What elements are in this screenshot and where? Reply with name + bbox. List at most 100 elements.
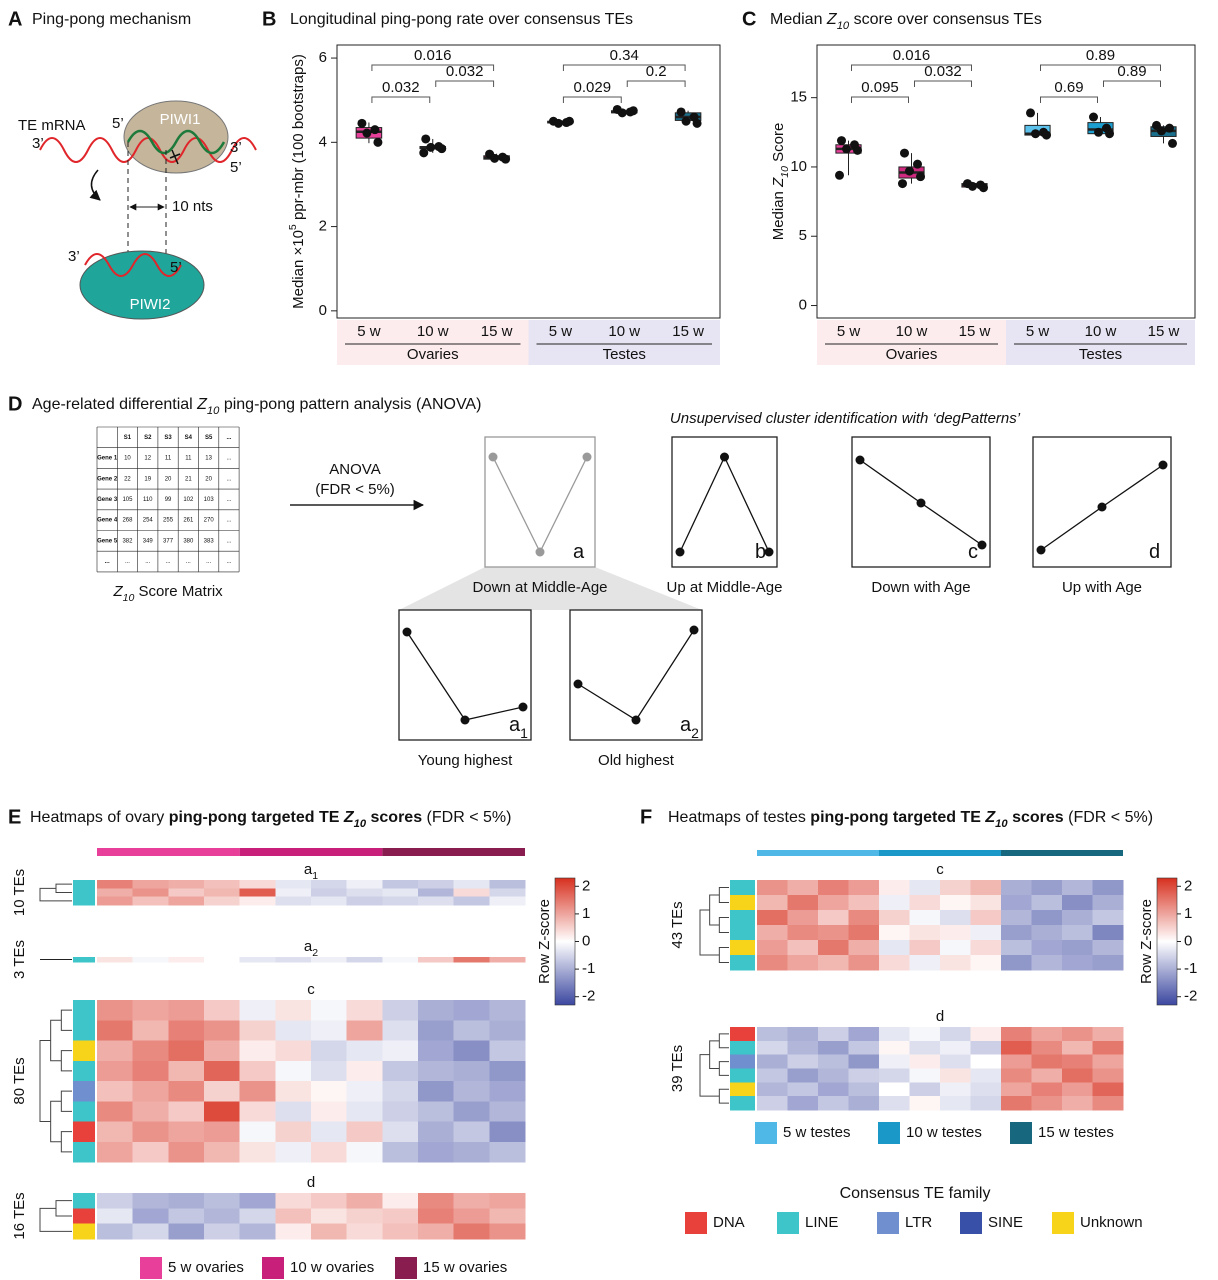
legend-label: 15 w testes [1038,1124,1114,1141]
table-cell: 270 [204,518,215,524]
text-part: Median [770,187,787,240]
heatmap-cell [879,1027,910,1042]
heatmap-cell [418,1020,454,1041]
table-cell: 380 [183,538,194,544]
x-tick-label: 15 w [959,323,991,340]
p-value: 0.016 [414,47,452,64]
heatmap-cell [97,1081,133,1102]
pattern-frame [1032,436,1172,568]
heatmap-cell [311,1020,347,1041]
heatmap-cell [489,1060,526,1082]
heatmap-cell [311,1141,347,1163]
point [1157,126,1166,136]
column-annotation [97,848,240,856]
heatmap-cell [787,895,819,911]
plot-frame [816,44,1196,319]
group-band [1006,320,1195,365]
table-cell: 103 [204,497,215,503]
legend-label: Unknown [1080,1214,1143,1231]
heatmap-cell [970,880,1002,896]
point [1026,108,1035,118]
point [564,116,574,126]
heatmap-cell [879,880,910,896]
heatmap-cell [204,896,240,906]
text-part: d [307,1174,315,1191]
heatmap-cell [818,895,849,911]
heatmap-cell [346,1141,383,1163]
heatmap-cell [418,1060,454,1082]
table-cell: 99 [165,497,172,503]
colorbar-label: 2 [582,877,590,894]
family-cell [730,1096,755,1111]
block-label: c [307,981,315,998]
column-annotation [382,848,525,856]
table-cell: 21 [185,476,192,482]
bracket [851,64,972,71]
heatmap-cell [239,1208,276,1224]
panel-title: Age-related differential Z10 ping-pong p… [32,396,481,417]
text-part: 10 [837,20,850,32]
curved-arrow [89,169,101,201]
heatmap-cell [239,1081,276,1102]
heatmap-cell [787,1027,819,1042]
heatmap-cell [940,1096,971,1111]
pattern-point [535,547,545,557]
heatmap-cell [818,1068,849,1083]
point [900,148,909,158]
text-part: d [936,1008,944,1025]
heatmap-cell [132,1193,169,1209]
heatmap-cell [489,1081,526,1102]
heatmap-cell [132,1208,169,1224]
heatmap-cell [940,1027,971,1042]
point [905,166,914,176]
family-cell [730,1054,755,1069]
heatmap-cell [382,1081,419,1102]
point [842,144,851,154]
heatmap-cell [132,1141,169,1163]
text-part: ping-pong targeted TE [810,809,985,826]
point [419,148,429,158]
text-part: ping-pong pattern analysis (ANOVA) [219,396,481,413]
p-value: 0.89 [1117,63,1146,80]
legend-label: 10 w testes [906,1124,982,1141]
point [1094,127,1103,137]
heatmap-cell [1031,895,1063,911]
colorbar-label: 0 [582,932,590,949]
heatmap-cell [97,1208,133,1224]
heatmap-cell [940,895,971,911]
text-part: Z [984,809,996,826]
heatmap-cell [97,1000,133,1021]
dendrogram [718,1088,729,1104]
heatmap-cell [489,1040,526,1062]
heatmap-cell [787,1054,819,1069]
panel-title: Heatmaps of ovary ping-pong targeted TE … [30,809,511,830]
dendrogram [718,1061,729,1076]
table-caption: Z10 Score Matrix [112,583,223,604]
heatmap-cell [818,1027,849,1042]
table-cell: ... [226,538,231,544]
end-label: 3’ [230,139,242,156]
heatmap-cell [132,1060,169,1082]
text-part: a [509,714,521,736]
bracket [914,80,972,87]
label: 10 nts [172,198,213,215]
pattern-letter: a1 [509,714,528,740]
table-cell: ... [226,518,231,524]
heatmap-cell [418,1101,454,1122]
heatmap-cell [168,1193,205,1209]
table-cell: 268 [122,518,133,524]
heatmap-cell [1092,1027,1124,1042]
heatmap-cell [848,910,880,926]
pattern-caption: Down with Age [871,579,970,596]
heatmap-cell [453,1040,490,1062]
heatmap-cell [168,1000,205,1021]
heatmap-cell [970,1054,1002,1069]
p-value: 0.029 [574,79,612,96]
family-cell [730,910,755,926]
heatmap-cell [204,957,240,963]
table-cell: 11 [165,456,172,462]
pattern-letter: d [1149,541,1160,563]
family-cell [73,1121,95,1143]
heatmap-cell [909,1082,941,1097]
heatmap-cell [132,1101,169,1122]
